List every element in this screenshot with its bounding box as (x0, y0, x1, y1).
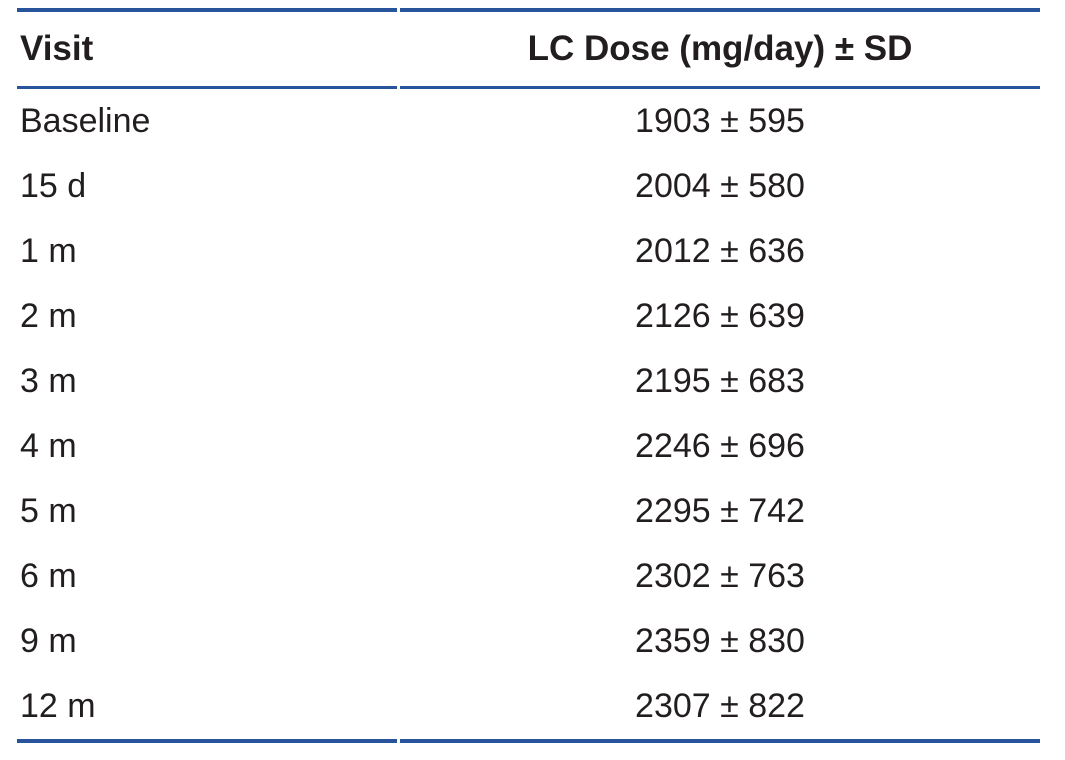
table-row: 5 m 2295 ± 742 (17, 479, 1040, 544)
dose-cell: 2295 ± 742 (635, 492, 805, 530)
table-row: 2 m 2126 ± 639 (17, 284, 1040, 349)
table-row: 4 m 2246 ± 696 (17, 414, 1040, 479)
table-row: 1 m 2012 ± 636 (17, 219, 1040, 284)
table-row: 6 m 2302 ± 763 (17, 544, 1040, 609)
table-row: 9 m 2359 ± 830 (17, 609, 1040, 674)
column-header-visit: Visit (17, 8, 397, 89)
dose-cell: 2004 ± 580 (635, 167, 805, 205)
visit-cell: 2 m (20, 297, 77, 335)
visit-cell: 6 m (20, 557, 77, 595)
dose-cell: 2302 ± 763 (635, 557, 805, 595)
dose-cell: 2012 ± 636 (635, 232, 805, 270)
visit-cell: 9 m (20, 622, 77, 660)
table-row: Baseline 1903 ± 595 (17, 89, 1040, 154)
dose-cell: 2126 ± 639 (635, 297, 805, 335)
visit-cell: 12 m (17, 674, 397, 743)
visit-cell: Baseline (20, 102, 151, 140)
dose-cell: 2195 ± 683 (635, 362, 805, 400)
table-row: 3 m 2195 ± 683 (17, 349, 1040, 414)
dose-cell: 2246 ± 696 (635, 427, 805, 465)
lc-dose-table: Visit LC Dose (mg/day) ± SD Baseline 190… (14, 8, 1043, 743)
dose-cell: 2307 ± 822 (400, 674, 1040, 743)
table-row: 15 d 2004 ± 580 (17, 154, 1040, 219)
visit-cell: 3 m (20, 362, 77, 400)
table-row: 12 m 2307 ± 822 (17, 674, 1040, 743)
dose-cell: 1903 ± 595 (635, 102, 805, 140)
visit-cell: 5 m (20, 492, 77, 530)
column-header-lc-dose: LC Dose (mg/day) ± SD (400, 8, 1040, 89)
header-row: Visit LC Dose (mg/day) ± SD (17, 8, 1040, 89)
visit-cell: 15 d (20, 167, 87, 205)
dose-cell: 2359 ± 830 (635, 622, 805, 660)
visit-cell: 1 m (20, 232, 77, 270)
visit-cell: 4 m (20, 427, 77, 465)
